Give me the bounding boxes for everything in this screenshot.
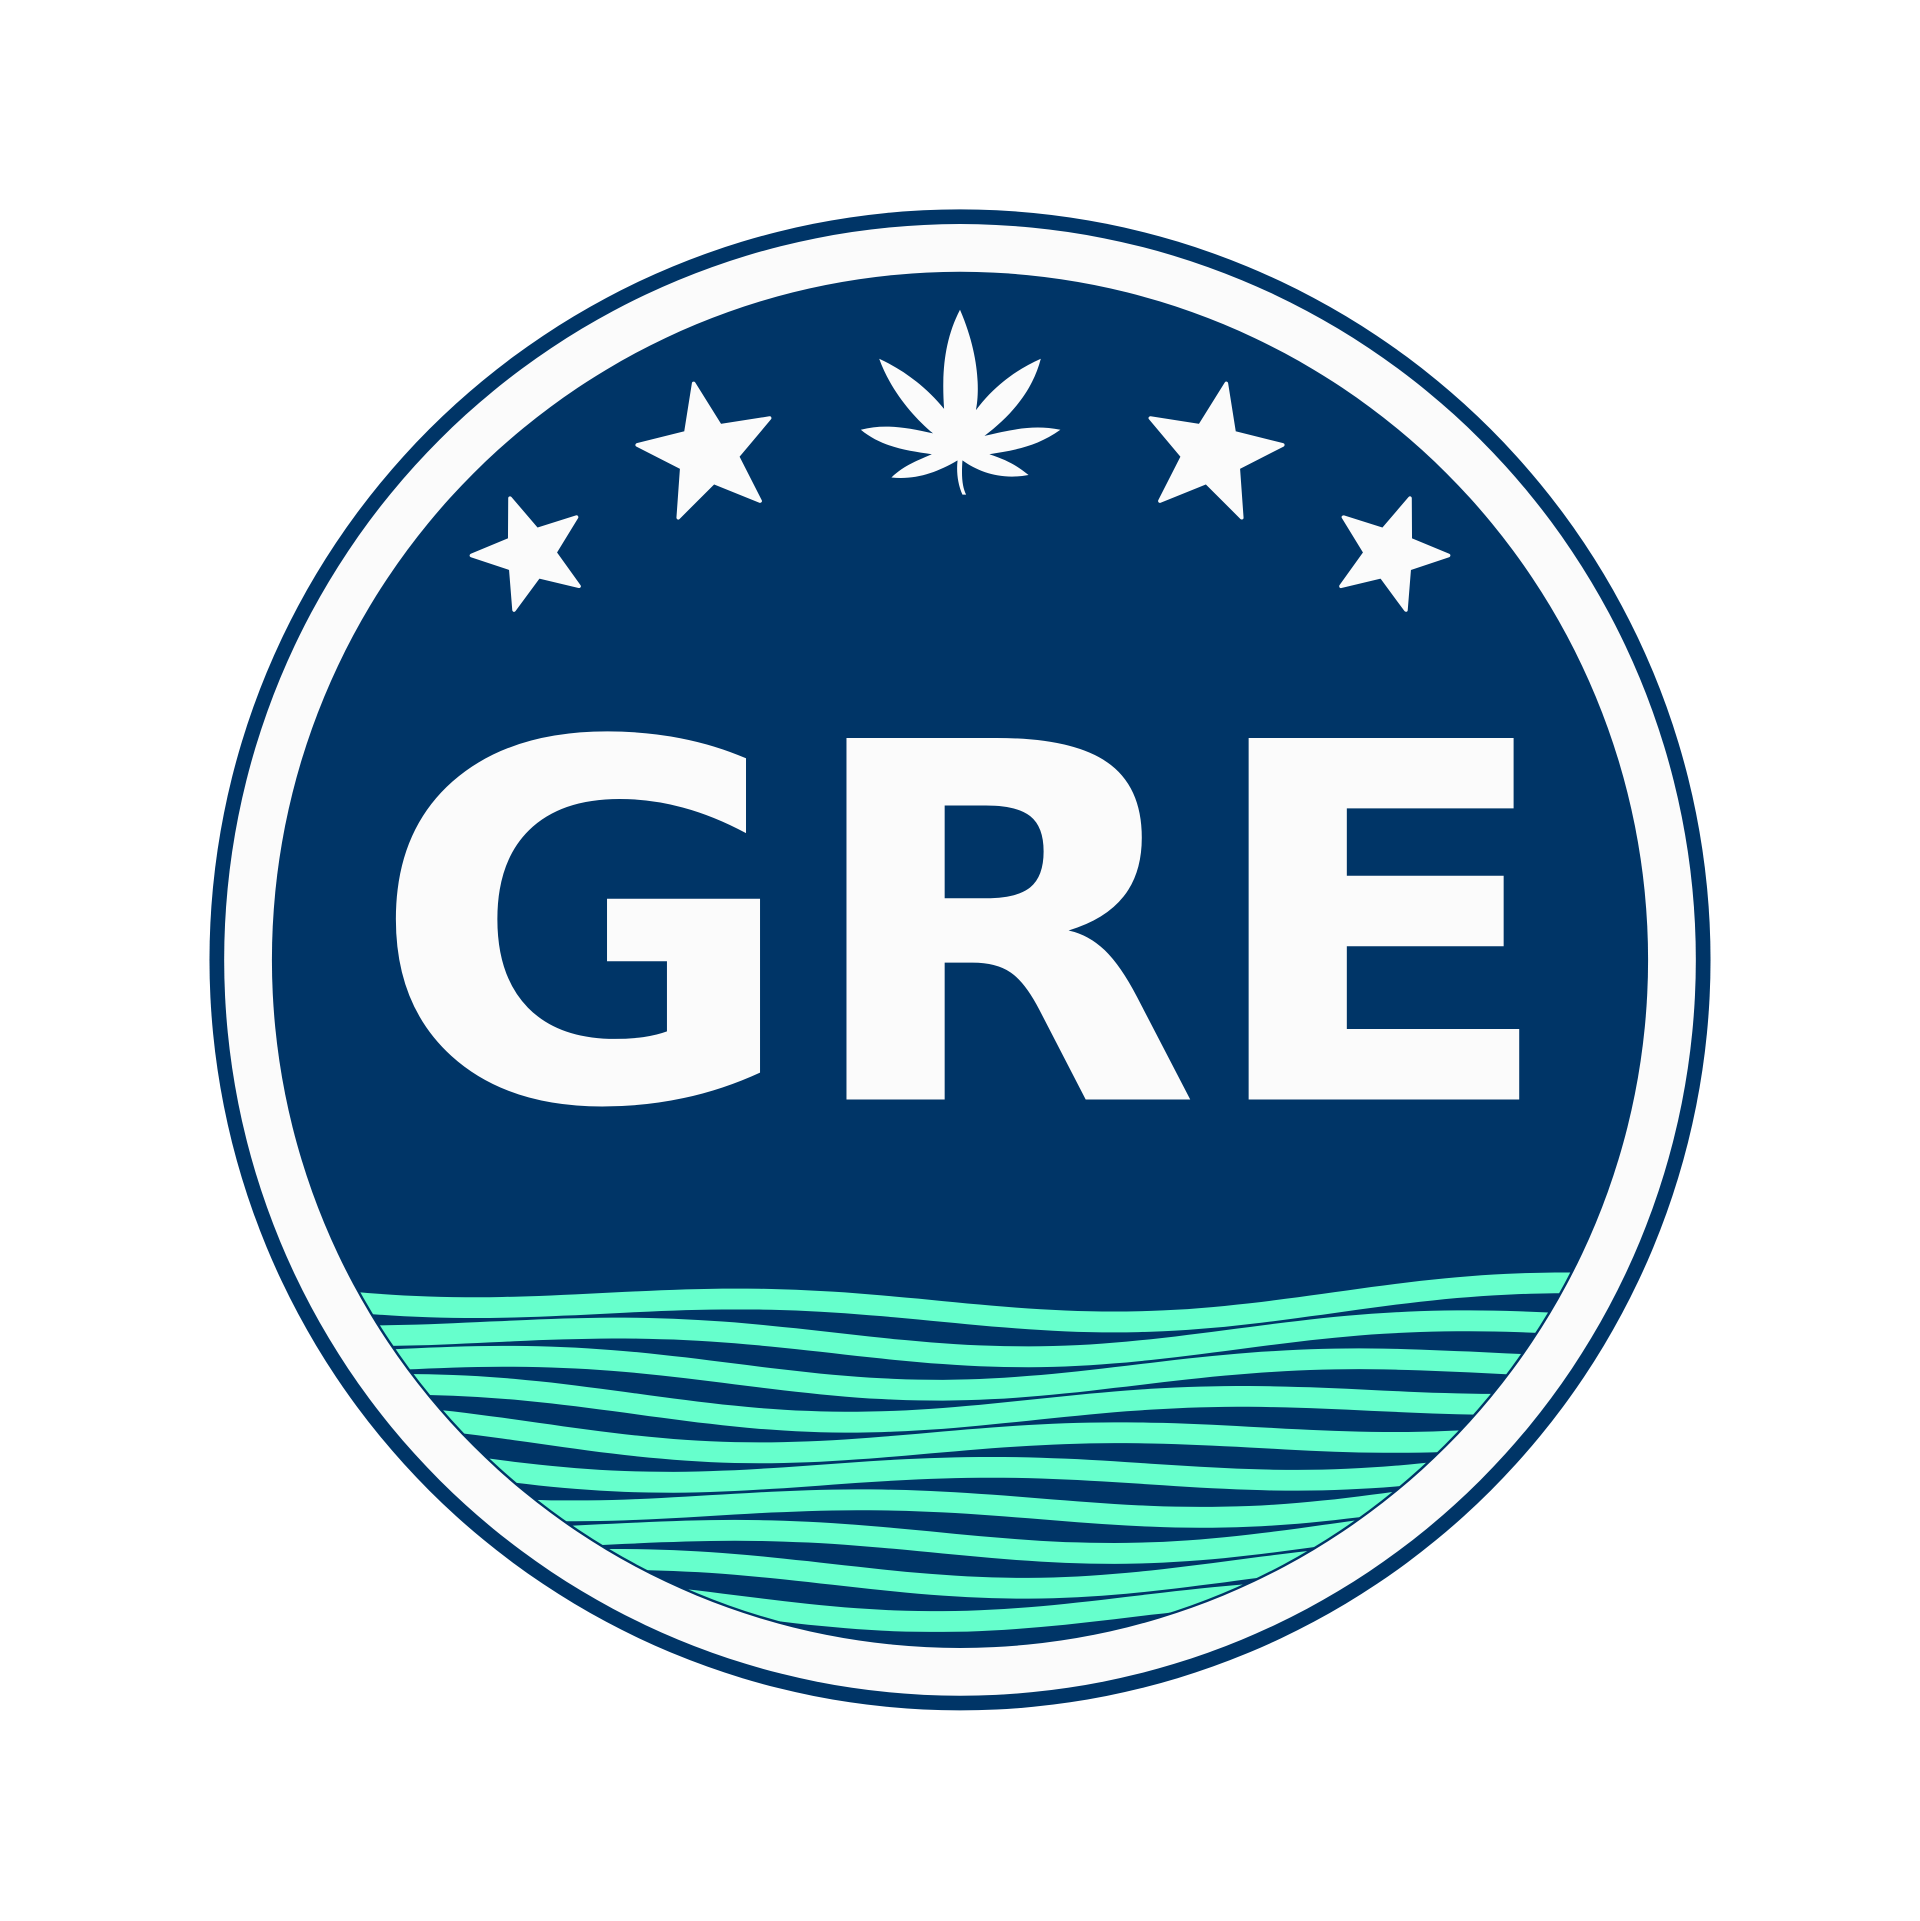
wave (274, 1272, 1646, 1333)
wave (274, 1402, 1646, 1464)
wave (274, 1466, 1646, 1528)
wordmark: GRE (370, 639, 1558, 1216)
stars (469, 381, 1451, 612)
star (635, 381, 772, 520)
wave (274, 1310, 1646, 1368)
star (1148, 381, 1285, 520)
wave (274, 1373, 1646, 1433)
wave (274, 1345, 1646, 1401)
star (469, 496, 581, 612)
wave (274, 1432, 1646, 1493)
leaf (860, 309, 1061, 495)
star (1339, 496, 1451, 612)
